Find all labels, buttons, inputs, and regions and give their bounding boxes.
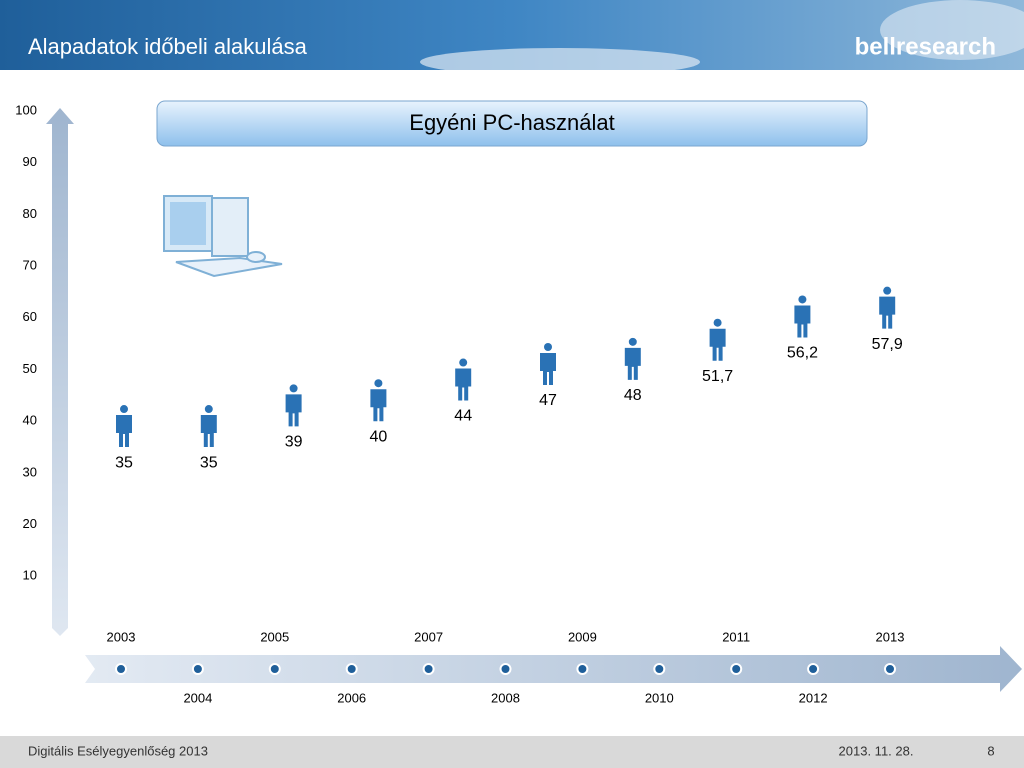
y-tick-label: 100 [15, 102, 37, 117]
person [794, 295, 811, 338]
person [116, 405, 132, 448]
person-body [794, 305, 811, 338]
value-label: 39 [285, 434, 303, 451]
person [879, 286, 896, 329]
person-head [289, 384, 298, 393]
pc-icon [163, 195, 283, 278]
footer-page: 8 [987, 743, 994, 758]
timeline-year: 2011 [722, 629, 750, 644]
y-tick-label: 40 [23, 413, 37, 428]
timeline-year: 2003 [107, 629, 136, 644]
person [709, 318, 726, 361]
person-body [540, 353, 556, 386]
timeline-year: 2004 [183, 690, 212, 705]
value-label: 40 [370, 428, 388, 445]
y-tick-label: 60 [23, 309, 37, 324]
timeline-arrow [85, 646, 1022, 692]
person [200, 405, 217, 448]
value-label: 44 [454, 408, 472, 425]
person-body [709, 328, 726, 361]
footer-bar [0, 736, 1024, 768]
person-body [200, 415, 217, 448]
value-label: 35 [200, 454, 218, 471]
person-body [370, 389, 387, 422]
person-body [879, 296, 896, 329]
timeline-year: 2013 [876, 629, 905, 644]
timeline-dot [653, 663, 666, 675]
person-head [204, 405, 213, 414]
person-head [713, 318, 722, 327]
timeline-dot [499, 663, 512, 675]
timeline-year: 2010 [645, 690, 674, 705]
person-head [798, 295, 807, 304]
person-head [544, 343, 552, 352]
timeline-dot [268, 663, 281, 675]
cloud [880, 0, 1024, 60]
timeline-dot [884, 663, 896, 675]
person-head [883, 286, 892, 295]
value-label: 56,2 [787, 345, 818, 362]
timeline-dot [807, 663, 820, 675]
timeline-dot [730, 663, 743, 675]
timeline-year: 2008 [491, 690, 520, 705]
y-axis-arrow [46, 108, 74, 636]
y-tick-label: 10 [23, 568, 37, 583]
person-head [374, 379, 383, 388]
footer-date: 2013. 11. 28. [839, 743, 914, 758]
y-tick-label: 80 [23, 206, 37, 221]
timeline-dot [422, 663, 435, 675]
timeline-dot [345, 663, 358, 675]
value-label: 35 [115, 454, 133, 471]
value-label: 47 [539, 392, 557, 409]
person-body [455, 368, 472, 401]
value-label: 57,9 [872, 336, 903, 353]
person-head [120, 405, 128, 414]
content-bg [0, 70, 1024, 736]
value-label: 51,7 [702, 368, 733, 385]
person-body [285, 394, 302, 427]
person-head [628, 337, 637, 346]
y-tick-label: 90 [23, 154, 37, 169]
person [624, 337, 641, 380]
y-tick-label: 30 [23, 464, 37, 479]
timeline-dot [576, 663, 589, 675]
y-tick-label: 70 [23, 258, 37, 273]
footer-left: Digitális Esélyegyenlőség 2013 [28, 743, 208, 758]
timeline-dot [115, 663, 127, 675]
person-head [459, 358, 468, 367]
timeline-dot [191, 663, 204, 675]
cloud [420, 48, 700, 76]
person [540, 343, 556, 386]
y-tick-label: 20 [23, 516, 37, 531]
chart-title: Egyéni PC-használat [409, 110, 614, 135]
person-body [116, 415, 132, 448]
value-label: 48 [624, 387, 642, 404]
person-body [624, 347, 641, 380]
timeline-year: 2012 [799, 690, 828, 705]
y-tick-label: 50 [23, 361, 37, 376]
person [455, 358, 472, 401]
slide-title: Alapadatok időbeli alakulása [28, 34, 308, 59]
person [285, 384, 302, 427]
person [370, 379, 387, 422]
logo: bellresearch [855, 33, 996, 60]
timeline-year: 2009 [568, 629, 597, 644]
timeline-year: 2006 [337, 690, 366, 705]
timeline-year: 2007 [414, 629, 443, 644]
timeline-year: 2005 [260, 629, 289, 644]
chart-title-box [156, 100, 868, 147]
